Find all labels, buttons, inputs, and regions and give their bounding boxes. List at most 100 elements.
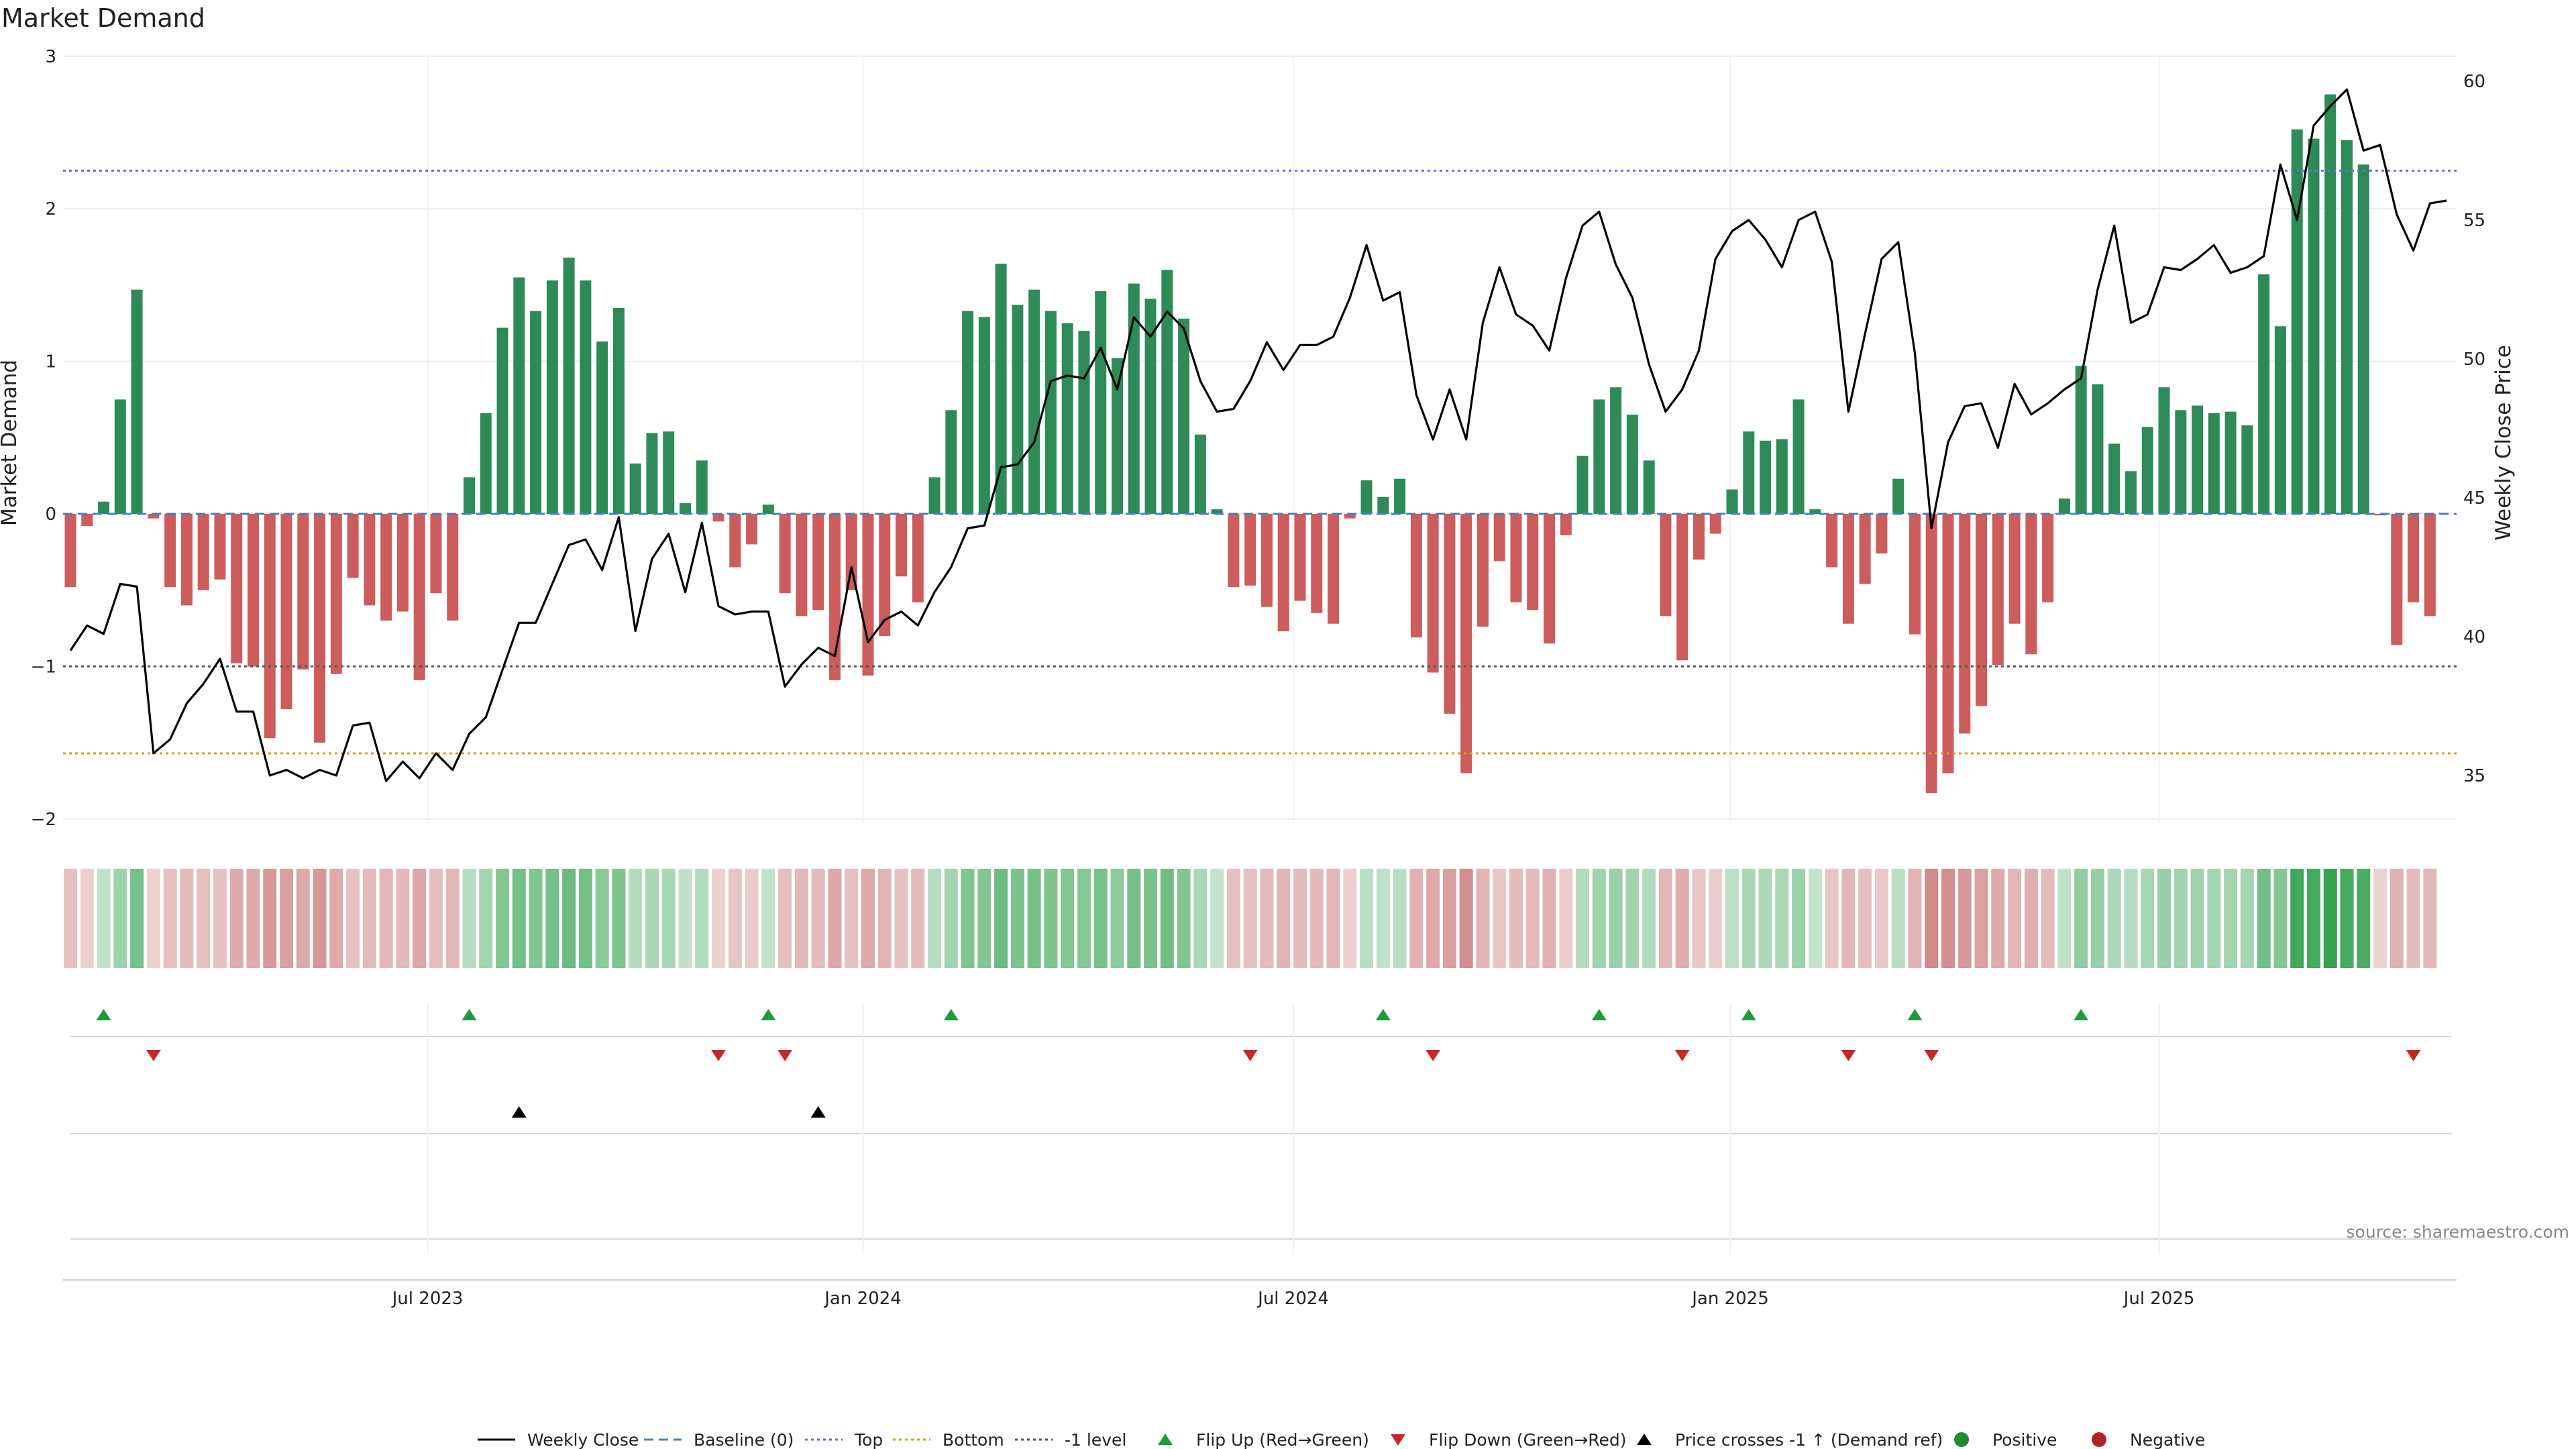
weekly-close-line (69, 88, 2447, 782)
heat-cell (1010, 869, 1024, 968)
heat-cell (1127, 869, 1141, 968)
heat-cell (1758, 869, 1772, 968)
heat-cell (1874, 869, 1888, 968)
heat-cell (911, 869, 925, 968)
heat-cell (1110, 869, 1124, 968)
heat-cell (246, 869, 260, 968)
heat-cell (2174, 869, 2188, 968)
heat-cell (1841, 869, 1856, 968)
legend-label: Weekly Close (527, 1430, 639, 1449)
demand-bar (264, 514, 276, 739)
demand-bar (1942, 514, 1954, 773)
demand-bar (1859, 514, 1871, 584)
x-axis: Jul 2023 Jan 2024 Jul 2024 Jan 2025 Jul 2025 (63, 1279, 2457, 1309)
heat-cell (595, 869, 609, 968)
heat-cell (280, 869, 294, 968)
heat-cell (429, 869, 443, 968)
y-tick-right: 55 (2463, 211, 2485, 231)
heat-cell (1891, 869, 1905, 968)
demand-bar (480, 413, 492, 514)
heat-cell (2024, 869, 2038, 968)
demand-bar (1593, 399, 1605, 514)
heat-cell (645, 869, 659, 968)
heat-cell (2373, 869, 2387, 968)
heat-cell (113, 869, 127, 968)
demand-bar (1493, 514, 1505, 561)
demand-bar (1144, 299, 1157, 514)
heat-cell (695, 869, 709, 968)
demand-bar (563, 257, 575, 514)
demand-bar (1311, 514, 1323, 613)
heat-cell (2207, 869, 2221, 968)
demand-bar (995, 264, 1007, 514)
demand-bar (912, 514, 924, 602)
flip-up-marker (1591, 1009, 1607, 1020)
demand-bar (879, 514, 891, 636)
demand-bar (2141, 427, 2153, 514)
heat-cell (1525, 869, 1540, 968)
heat-cell (1991, 869, 2005, 968)
heat-cell (2090, 869, 2104, 968)
demand-bar (1826, 514, 1838, 568)
demand-bar (796, 514, 808, 616)
heat-cell (2406, 869, 2420, 968)
legend-swatch-flip-up (1158, 1434, 1173, 1445)
demand-bar (330, 514, 342, 674)
legend-label: Negative (2130, 1430, 2205, 1449)
demand-bar (430, 514, 442, 594)
demand-bar (2424, 514, 2436, 616)
y-tick-right: 40 (2463, 627, 2485, 647)
demand-bar (629, 463, 641, 514)
demand-bar (2241, 425, 2253, 514)
heat-cell (761, 869, 775, 968)
demand-bar (1044, 311, 1057, 514)
demand-bar (1294, 514, 1306, 601)
heat-cell (1027, 869, 1041, 968)
heat-cell (661, 869, 676, 968)
x-tick-label: Jan 2024 (823, 1289, 902, 1309)
demand-bar (1992, 514, 2004, 665)
y-tick-left: 2 (45, 199, 56, 219)
demand-bar (2274, 326, 2286, 514)
flip-up-marker (1741, 1009, 1756, 1020)
demand-bar (496, 327, 508, 514)
heat-cell (977, 869, 991, 968)
legend-label: Flip Down (Green→Red) (1429, 1430, 1627, 1449)
demand-bar (1277, 514, 1289, 632)
demand-bar (1660, 514, 1672, 616)
flip-down-marker (1674, 1050, 1690, 1061)
demand-bar (2391, 514, 2403, 645)
demand-bar (1394, 478, 1406, 514)
flip-down-marker (711, 1050, 727, 1061)
demand-bar (314, 514, 326, 743)
heat-cell (994, 869, 1008, 968)
heat-cell (2240, 869, 2254, 968)
heat-cell (794, 869, 808, 968)
heat-cell (1642, 869, 1656, 968)
demand-bar (1892, 478, 1904, 514)
demand-bar (546, 280, 558, 514)
heat-cell (1908, 869, 1922, 968)
demand-bar (180, 514, 193, 606)
demand-bar (1328, 514, 1340, 624)
legend-label: -1 level (1065, 1430, 1126, 1449)
demand-bar (1178, 318, 1190, 514)
demand-bar (1095, 290, 1107, 514)
heat-cell (445, 869, 460, 968)
demand-bar (1360, 480, 1373, 514)
demand-bar (2158, 387, 2170, 514)
demand-bar (1344, 514, 1356, 519)
price-cross-marker (810, 1106, 826, 1118)
demand-bar (1709, 514, 1721, 534)
heat-cell (1725, 869, 1739, 968)
heat-cell (2224, 869, 2238, 968)
heat-cell (163, 869, 177, 968)
demand-bar (679, 503, 691, 514)
y-axis-label-right: Weekly Close Price (2491, 345, 2516, 541)
demand-bar (1377, 496, 1389, 514)
demand-bar (1061, 323, 1073, 514)
demand-bar (962, 311, 974, 514)
demand-bar (214, 514, 226, 580)
source-note: source: sharemaestro.com (2347, 1222, 2570, 1242)
y-tick-right: 50 (2463, 350, 2485, 370)
